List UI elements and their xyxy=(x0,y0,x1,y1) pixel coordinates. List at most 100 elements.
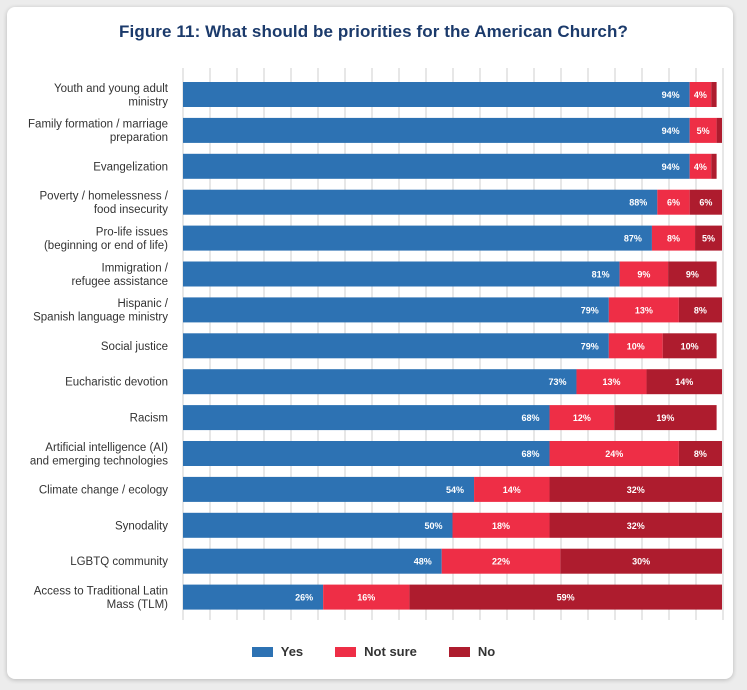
bar-segment-yes xyxy=(183,153,690,179)
bar-segment-yes xyxy=(183,369,577,395)
bar-segment-yes xyxy=(183,225,652,251)
bar-segment-not-sure xyxy=(608,333,663,359)
bar-segment-no xyxy=(695,225,722,251)
legend-swatch-no xyxy=(448,646,470,657)
legend-label-no: No xyxy=(477,644,496,659)
data-label-yes: 94% xyxy=(662,90,680,100)
legend-swatch-not-sure xyxy=(335,646,357,657)
bar-segment-no xyxy=(646,369,722,395)
bar-segment-not-sure xyxy=(441,548,561,574)
bar-segment-not-sure xyxy=(689,153,712,179)
data-label-no: 5% xyxy=(702,234,715,244)
category-label-line: Social justice xyxy=(101,341,168,353)
bar-segment-yes xyxy=(183,333,609,359)
data-label-no: 14% xyxy=(675,377,693,387)
data-label-no: 32% xyxy=(627,521,645,531)
data-label-not-sure: 18% xyxy=(492,521,510,531)
category-label: Youth and young adult ministry xyxy=(54,83,169,109)
bar-segment-not-sure xyxy=(549,441,679,466)
bar-segment-no xyxy=(716,117,722,143)
category-label-line: Synodality xyxy=(115,520,168,532)
data-label-not-sure: 4% xyxy=(694,162,707,172)
category-label-line: Hispanic / xyxy=(118,298,169,310)
category-label: Evangelization xyxy=(93,161,168,173)
bar-segment-no xyxy=(662,333,717,359)
data-label-yes: 94% xyxy=(662,162,680,172)
chart-title: Figure 11: What should be priorities for… xyxy=(119,22,628,41)
bar-segment-yes xyxy=(183,476,475,502)
bar-segment-no xyxy=(560,548,722,574)
data-label-no: 59% xyxy=(557,593,575,603)
data-label-yes: 73% xyxy=(548,377,566,387)
bar-segment-not-sure xyxy=(549,405,615,431)
legend-label-yes: Yes xyxy=(280,644,304,659)
category-label: Eucharistic devotion xyxy=(65,377,168,389)
category-label-line: Climate change / ecology xyxy=(39,484,168,496)
category-label-line: Pro-life issues xyxy=(96,226,168,238)
category-label-line: Youth and young adult xyxy=(54,83,169,95)
bar-segment-not-sure xyxy=(452,512,550,538)
category-label-line: preparation xyxy=(110,132,168,144)
bar-segment-no xyxy=(614,405,717,431)
bar-segment-not-sure xyxy=(689,117,717,143)
data-label-yes: 54% xyxy=(446,485,464,495)
bar-segment-yes xyxy=(183,117,690,143)
bar-segment-no xyxy=(689,189,722,215)
data-label-no: 9% xyxy=(686,270,699,280)
data-label-no: 32% xyxy=(627,485,645,495)
bar-segment-no xyxy=(711,82,717,107)
bar-segment-not-sure xyxy=(657,189,690,215)
category-label-line: Racism xyxy=(130,413,168,425)
category-label-line: refugee assistance xyxy=(71,276,168,288)
category-label-line: (beginning or end of life) xyxy=(44,240,168,252)
data-label-not-sure: 5% xyxy=(697,126,710,136)
bar-segment-not-sure xyxy=(619,261,669,287)
category-label-line: Eucharistic devotion xyxy=(65,377,168,389)
bar-segment-no xyxy=(678,441,722,466)
data-label-yes: 79% xyxy=(581,305,599,315)
data-label-yes: 81% xyxy=(592,270,610,280)
bar-segment-not-sure xyxy=(474,476,550,502)
category-label-line: and emerging technologies xyxy=(30,455,168,467)
bar-segment-yes xyxy=(183,512,453,538)
bar-segment-not-sure xyxy=(651,225,696,251)
data-label-yes: 88% xyxy=(629,198,647,208)
bar-segment-not-sure xyxy=(323,584,410,610)
data-label-yes: 26% xyxy=(295,593,313,603)
category-label-line: Artificial intelligence (AI) xyxy=(45,442,168,454)
bar-segment-yes xyxy=(183,82,690,107)
legend-swatch-yes xyxy=(251,646,273,657)
bar-segment-yes xyxy=(183,548,442,574)
category-label: Climate change / ecology xyxy=(39,484,168,496)
data-label-yes: 68% xyxy=(522,449,540,459)
data-label-no: 19% xyxy=(656,413,674,423)
legend-item-no: No xyxy=(448,644,496,659)
chart-legend: Yes Not sure No xyxy=(0,644,747,659)
bar-segment-not-sure xyxy=(576,369,647,395)
category-label: Immigration / refugee assistance xyxy=(71,262,168,288)
category-label: Access to Traditional Latin Mass (TLM) xyxy=(34,585,168,611)
bar-segment-no xyxy=(668,261,717,287)
data-label-not-sure: 6% xyxy=(667,198,680,208)
data-label-no: 8% xyxy=(694,449,707,459)
data-label-yes: 50% xyxy=(424,521,442,531)
data-label-not-sure: 16% xyxy=(357,593,375,603)
data-label-not-sure: 10% xyxy=(627,341,645,351)
data-label-not-sure: 13% xyxy=(602,377,620,387)
category-label: Poverty / homelessness / food insecurity xyxy=(40,190,169,216)
category-label: Pro-life issues (beginning or end of life… xyxy=(44,226,168,252)
data-label-not-sure: 12% xyxy=(573,413,591,423)
data-label-yes: 48% xyxy=(414,557,432,567)
category-label-line: ministry xyxy=(128,96,168,108)
data-label-no: 10% xyxy=(681,341,699,351)
data-label-not-sure: 9% xyxy=(637,270,650,280)
bar-segment-yes xyxy=(183,584,324,610)
category-label: Hispanic / Spanish language ministry xyxy=(33,298,169,324)
bar-segment-not-sure xyxy=(608,297,679,323)
data-label-not-sure: 24% xyxy=(605,449,623,459)
data-label-no: 6% xyxy=(699,198,712,208)
data-label-not-sure: 13% xyxy=(635,305,653,315)
category-label-line: Evangelization xyxy=(93,161,168,173)
bar-segment-yes xyxy=(183,189,658,215)
